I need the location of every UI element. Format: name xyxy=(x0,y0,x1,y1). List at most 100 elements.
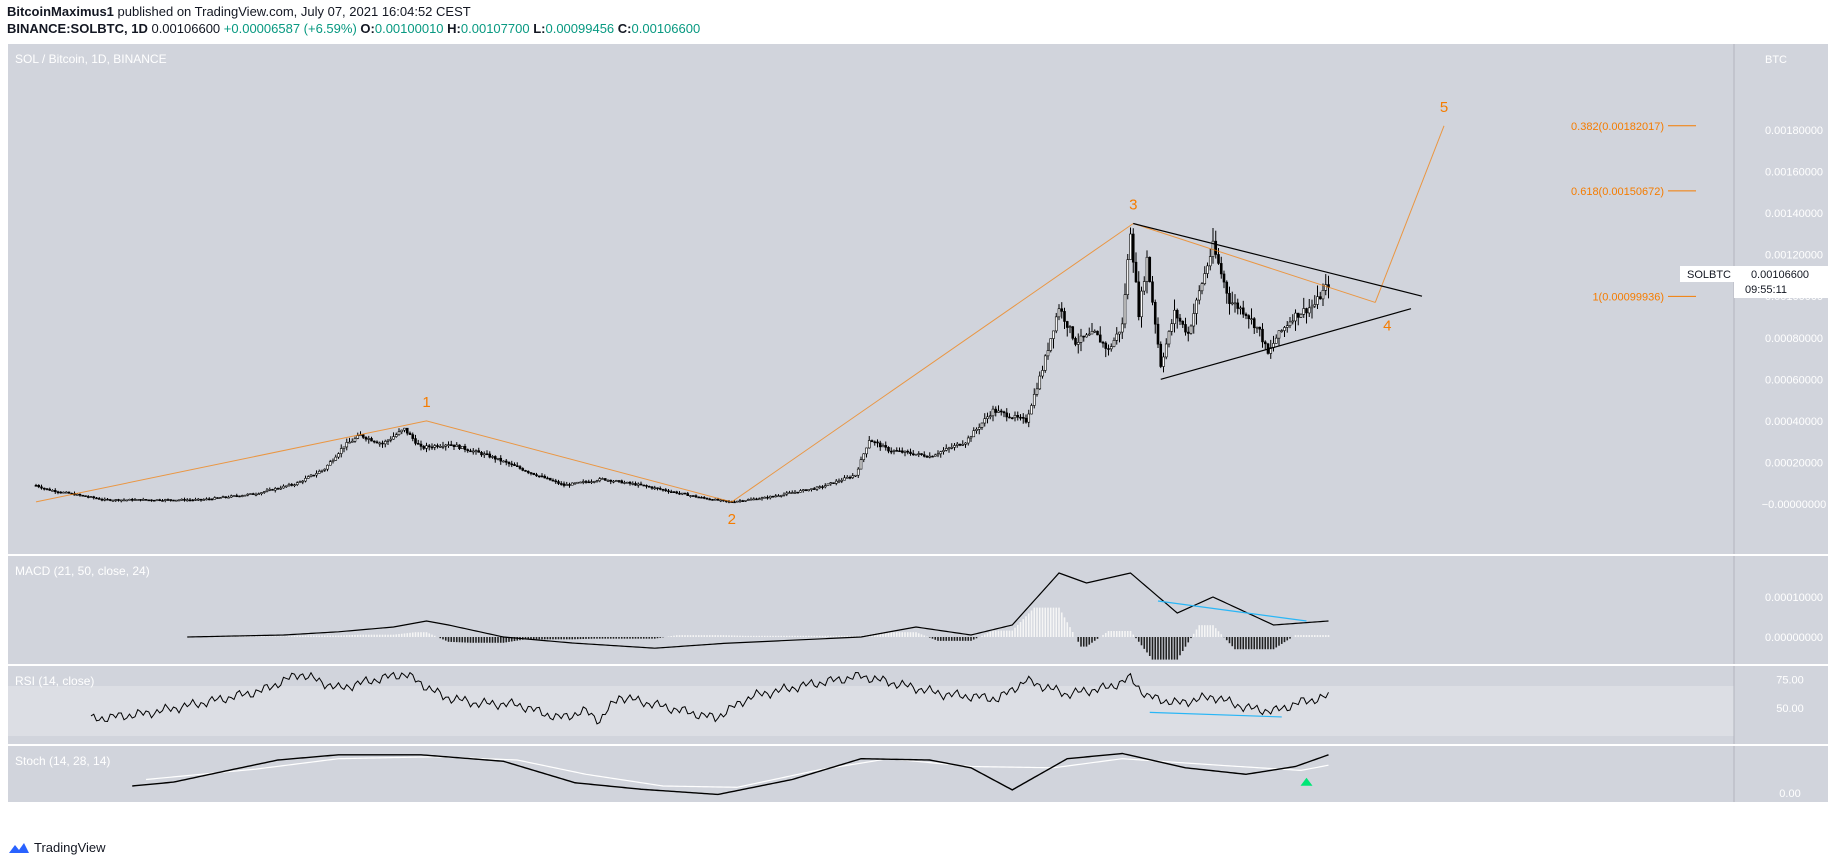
candle-body xyxy=(851,475,855,478)
candle-body xyxy=(172,499,175,502)
candle-body xyxy=(955,443,959,446)
candle-body xyxy=(925,456,929,458)
candle-body xyxy=(108,499,112,501)
candle-body xyxy=(441,445,445,448)
candle-body xyxy=(1167,331,1171,345)
candle-body xyxy=(1296,312,1300,318)
candle-body xyxy=(1280,330,1284,332)
candle-body xyxy=(1294,312,1297,322)
candle-body xyxy=(177,499,181,502)
candle-body xyxy=(658,488,662,490)
candle-body xyxy=(485,453,489,456)
candle-body xyxy=(78,493,82,496)
candle-body xyxy=(62,491,65,494)
candle-body xyxy=(188,499,192,502)
candle-body xyxy=(735,500,739,503)
price-tick-label: 0.00120000 xyxy=(1765,250,1823,262)
candle-body xyxy=(768,495,772,499)
candle-body xyxy=(942,450,945,452)
candle-body xyxy=(953,445,956,448)
candle-body xyxy=(213,497,217,500)
candle-body xyxy=(933,454,937,457)
price-tick-label: 0.00160000 xyxy=(1765,167,1823,179)
candle-body xyxy=(895,450,899,452)
candle-body xyxy=(1178,317,1182,322)
candle-body xyxy=(964,442,967,445)
candle-body xyxy=(1302,308,1306,315)
high-value: 0.00107700 xyxy=(460,21,530,36)
candle-body xyxy=(642,484,646,487)
candle-body xyxy=(628,481,632,484)
candle-body xyxy=(661,488,665,491)
candle-body xyxy=(928,455,932,458)
candle-body xyxy=(389,438,393,441)
footer[interactable]: TradingView xyxy=(8,840,106,855)
candle-body xyxy=(980,422,984,428)
candle-body xyxy=(1288,321,1292,326)
candle-body xyxy=(760,497,764,500)
price-scale[interactable] xyxy=(1734,44,1828,802)
candle-body xyxy=(122,499,126,502)
candle-body xyxy=(1173,309,1176,325)
candle-body xyxy=(683,492,687,495)
close-value: 0.00106600 xyxy=(631,21,701,36)
candle-body xyxy=(1107,348,1110,350)
macd-panel[interactable] xyxy=(8,556,1734,664)
candle-body xyxy=(75,493,79,496)
candle-body xyxy=(950,447,954,449)
candle-body xyxy=(144,499,148,501)
stoch-panel[interactable] xyxy=(8,746,1734,802)
macd-line xyxy=(187,572,1329,649)
candle-body xyxy=(1079,335,1083,343)
candle-body xyxy=(257,493,261,495)
candle-body xyxy=(40,486,43,489)
author-name[interactable]: BitcoinMaximus1 xyxy=(7,4,114,19)
candle-body xyxy=(158,499,162,501)
candle-body xyxy=(1021,417,1025,419)
candle-body xyxy=(540,475,544,478)
macd-title: MACD (21, 50, close, 24) xyxy=(15,564,150,578)
candle-body xyxy=(1291,320,1295,323)
candle-body xyxy=(152,499,156,502)
candle-body xyxy=(810,488,813,490)
candle-body xyxy=(807,489,811,492)
candle-body xyxy=(199,498,203,501)
candle-body xyxy=(166,499,170,501)
candle-body xyxy=(975,428,978,431)
candle-body xyxy=(785,492,789,495)
candle-body xyxy=(480,452,483,456)
macd-layer: 0.00010000 0.00000000 xyxy=(187,572,1823,660)
candle-body xyxy=(353,438,357,442)
candle-body xyxy=(667,490,670,493)
chart-canvas[interactable]: SOL / Bitcoin, 1D, BINANCE BTC MACD (21,… xyxy=(0,44,1828,804)
last-price-label: SOLBTC 0.00106600 09:55:11 xyxy=(1680,266,1828,298)
candle-body xyxy=(878,442,882,448)
candle-body xyxy=(370,438,373,442)
candle-body xyxy=(106,498,109,501)
candle-body xyxy=(1038,375,1042,390)
candle-body xyxy=(757,498,761,501)
candle-body xyxy=(491,456,494,458)
candle-body xyxy=(713,498,717,501)
candle-body xyxy=(1200,283,1204,292)
candle-body xyxy=(700,496,703,499)
candle-body xyxy=(535,474,538,477)
fib-level-label: 0.618(0.00150672) xyxy=(1571,186,1664,198)
candle-body xyxy=(196,498,200,501)
candle-body xyxy=(1239,307,1242,310)
candle-body xyxy=(433,445,437,448)
candle-body xyxy=(510,463,514,466)
candle-body xyxy=(1252,318,1256,329)
candle-body xyxy=(95,497,98,500)
candle-body xyxy=(232,495,236,497)
elliott-wave-projection xyxy=(1374,125,1445,303)
candle-body xyxy=(342,446,346,449)
candle-body xyxy=(1126,259,1130,295)
candle-body xyxy=(1016,415,1020,418)
low-label: L: xyxy=(533,21,546,36)
candle-body xyxy=(570,482,574,486)
candle-body xyxy=(526,470,530,473)
price-panel[interactable] xyxy=(8,44,1734,554)
candle-body xyxy=(411,434,415,439)
elliott-wave-line xyxy=(35,222,1376,503)
